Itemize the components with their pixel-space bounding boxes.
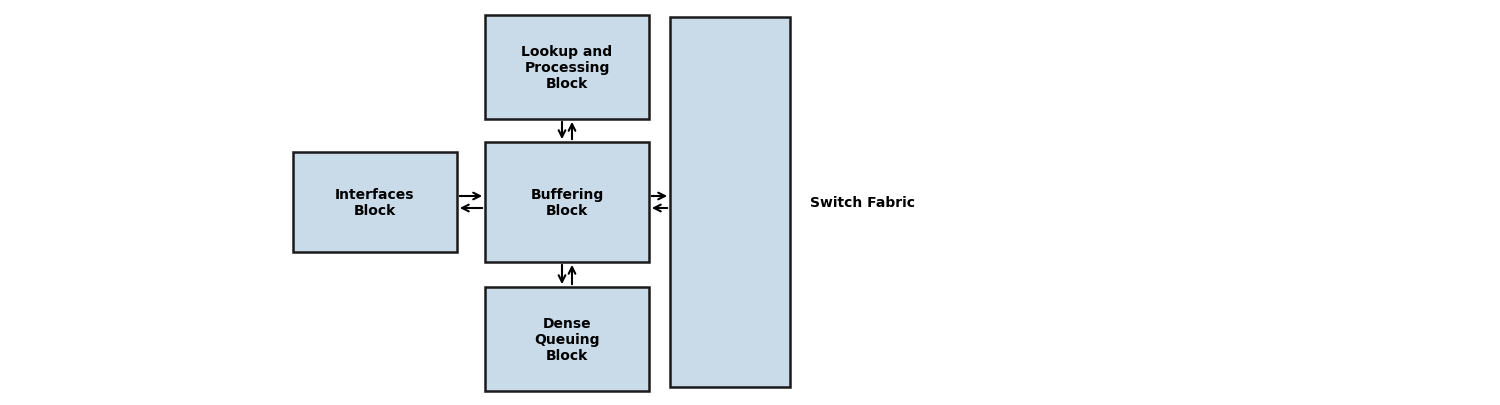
FancyBboxPatch shape [484,16,650,120]
Text: Lookup and
Processing
Block: Lookup and Processing Block [522,45,612,91]
Text: Dense
Queuing
Block: Dense Queuing Block [534,316,600,362]
FancyBboxPatch shape [484,287,650,391]
FancyBboxPatch shape [484,143,650,262]
FancyBboxPatch shape [670,18,790,387]
Text: Switch Fabric: Switch Fabric [810,196,915,209]
Text: Buffering
Block: Buffering Block [531,188,603,217]
Text: Interfaces
Block: Interfaces Block [336,188,414,217]
FancyBboxPatch shape [292,153,458,252]
